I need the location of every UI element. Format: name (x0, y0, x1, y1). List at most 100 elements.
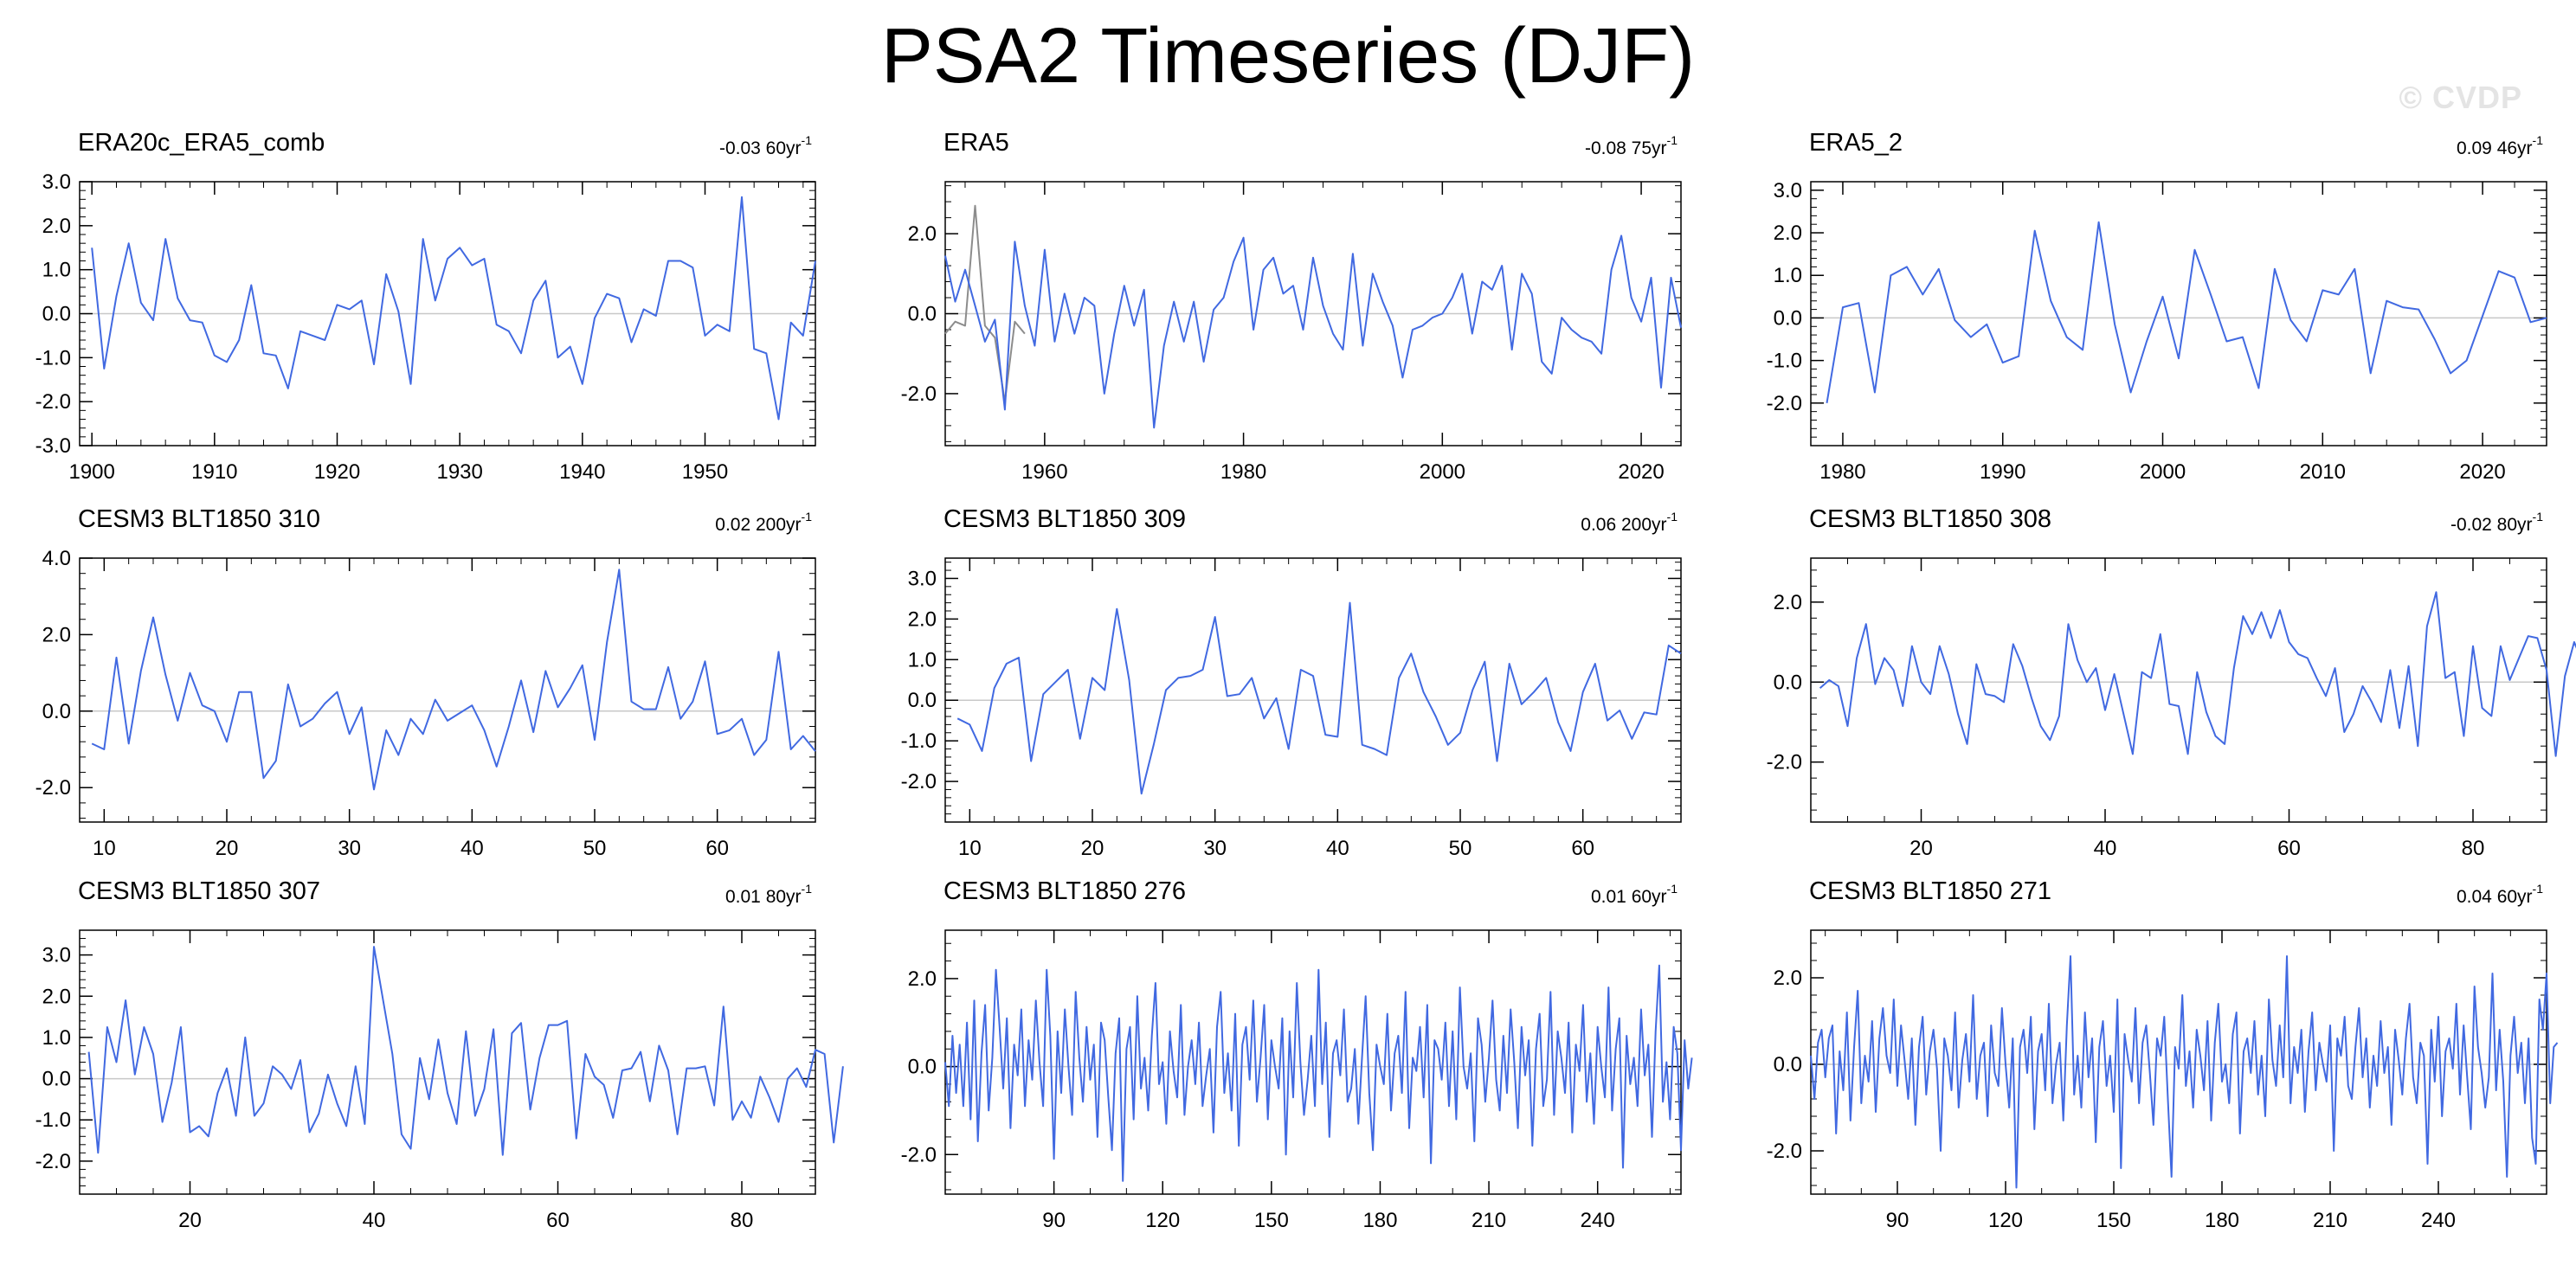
series-line (944, 234, 1682, 429)
trend-label: -0.08 75yr-1 (1585, 133, 1678, 159)
chart-panel-era20c-era5-comb: ERA20c_ERA5_comb -0.03 60yr-1 -3.0 -2.0 -1… (0, 125, 831, 524)
y-tick-label: 0.0 (42, 1068, 71, 1091)
x-tick-label: 210 (1472, 1209, 1506, 1232)
y-tick-label: 2.0 (1774, 591, 1802, 614)
plot-frame (79, 929, 816, 1195)
series-line (91, 569, 816, 791)
x-tick-label: 60 (1571, 837, 1594, 860)
x-tick-label: 120 (1988, 1209, 2023, 1232)
x-tick-label: 1980 (1220, 460, 1266, 484)
series-line (944, 964, 1693, 1182)
y-tick-label: -2.0 (1767, 392, 1802, 415)
x-tick-label: 240 (2421, 1209, 2456, 1232)
y-tick-label: 0.0 (1774, 306, 1802, 330)
y-tick-label: 2.0 (42, 623, 71, 646)
trend-label: 0.04 60yr-1 (2457, 882, 2543, 908)
x-tick-label: 1900 (68, 460, 114, 484)
timeseries-plot: -2.0 0.0 2.0 20 40 60 80 (1767, 557, 2576, 860)
y-tick-label: 1.0 (1774, 264, 1802, 287)
y-tick-label: 0.0 (42, 700, 71, 723)
x-tick-label: 10 (93, 837, 116, 860)
x-tick-label: 2020 (2459, 460, 2505, 484)
y-tick-label: 0.0 (1774, 671, 1802, 694)
x-tick-label: 1920 (314, 460, 360, 484)
chart-panel-cesm3-309: CESM3 BLT1850 309 0.06 200yr-1 -2.0 -1.0 0… (866, 502, 1697, 900)
x-tick-label: 150 (1254, 1209, 1289, 1232)
x-tick-label: 1930 (436, 460, 482, 484)
y-tick-label: -1.0 (35, 346, 71, 369)
y-tick-label: -2.0 (901, 382, 937, 406)
x-tick-label: 210 (2313, 1209, 2347, 1232)
x-tick-label: 50 (583, 837, 607, 860)
y-tick-label: 3.0 (42, 170, 71, 194)
x-tick-label: 1950 (682, 460, 728, 484)
x-tick-label: 50 (1449, 837, 1472, 860)
panel-title: CESM3 BLT1850 309 (943, 505, 1186, 533)
trend-value: -0.03 60yr (718, 138, 802, 158)
y-tick-label: 2.0 (908, 967, 937, 991)
y-tick-label: 2.0 (42, 985, 71, 1008)
x-tick-label: 2000 (2140, 460, 2186, 484)
trend-exponent: -1 (2532, 882, 2543, 896)
y-tick-label: -1.0 (901, 729, 937, 753)
plot-frame (1810, 181, 2547, 446)
y-tick-label: -2.0 (35, 1150, 71, 1173)
x-tick-label: 150 (2096, 1209, 2131, 1232)
trend-label: 0.01 60yr-1 (1591, 882, 1678, 908)
y-tick-label: -1.0 (35, 1108, 71, 1132)
trend-exponent: -1 (2532, 133, 2543, 147)
y-tick-label: 3.0 (1774, 179, 1802, 202)
panel-title: CESM3 BLT1850 307 (78, 877, 320, 905)
x-tick-label: 40 (1326, 837, 1349, 860)
x-tick-label: 1960 (1021, 460, 1067, 484)
series-line (1819, 591, 2576, 757)
x-tick-label: 10 (958, 837, 982, 860)
y-tick-label: -1.0 (1767, 350, 1802, 373)
x-tick-label: 1910 (191, 460, 237, 484)
trend-exponent: -1 (801, 882, 812, 896)
y-tick-label: 4.0 (42, 547, 71, 570)
y-tick-label: 1.0 (42, 259, 71, 282)
chart-panel-cesm3-308: CESM3 BLT1850 308 -0.02 80yr-1 -2.0 0.0 2.… (1731, 502, 2576, 900)
x-tick-label: 30 (338, 837, 361, 860)
y-tick-label: 3.0 (42, 944, 71, 967)
chart-panel-cesm3-307: CESM3 BLT1850 307 0.01 80yr-1 -2.0 -1.0 0.… (0, 874, 844, 1272)
trend-value: -0.02 80yr (2450, 515, 2533, 535)
x-tick-label: 2000 (1420, 460, 1465, 484)
trend-exponent: -1 (1666, 510, 1678, 524)
x-tick-label: 180 (2205, 1209, 2239, 1232)
y-tick-label: -2.0 (1767, 1140, 1802, 1163)
y-tick-label: 1.0 (908, 648, 937, 671)
y-tick-label: 2.0 (1774, 222, 1802, 245)
trend-label: 0.06 200yr-1 (1581, 510, 1678, 536)
trend-label: 0.01 80yr-1 (725, 882, 812, 908)
timeseries-plot: -3.0 -2.0 -1.0 0.0 1.0 2.0 3.0 1900 1910 1920 1930… (35, 170, 816, 484)
panel-title: CESM3 BLT1850 308 (1809, 505, 2051, 533)
x-tick-label: 1980 (1819, 460, 1865, 484)
panel-title: ERA5 (943, 129, 1009, 157)
y-tick-label: -2.0 (35, 390, 71, 414)
x-tick-label: 40 (363, 1209, 386, 1232)
y-tick-label: 0.0 (42, 303, 71, 326)
timeseries-plot: -2.0 0.0 2.0 1960 1980 2000 2020 (901, 181, 1682, 484)
y-tick-label: 2.0 (908, 607, 937, 631)
y-tick-label: 2.0 (42, 215, 71, 238)
timeseries-plot: -2.0 -1.0 0.0 1.0 2.0 3.0 20 40 60 80 (35, 929, 844, 1232)
timeseries-plot: -2.0 0.0 2.0 4.0 10 20 30 40 50 60 (35, 547, 816, 860)
x-tick-label: 2010 (2300, 460, 2346, 484)
y-tick-label: 0.0 (1774, 1053, 1802, 1076)
x-tick-label: 40 (460, 837, 484, 860)
x-tick-label: 20 (178, 1209, 202, 1232)
y-tick-label: -2.0 (35, 776, 71, 800)
x-tick-label: 30 (1203, 837, 1227, 860)
trend-exponent: -1 (1666, 133, 1678, 147)
plot-frame (79, 557, 816, 823)
x-tick-label: 60 (2277, 837, 2301, 860)
x-tick-label: 180 (1362, 1209, 1397, 1232)
series-line (87, 946, 844, 1156)
chart-panel-cesm3-271: CESM3 BLT1850 271 0.04 60yr-1 -2.0 0.0 2.0… (1731, 874, 2562, 1272)
trend-value: 0.02 200yr (715, 515, 802, 535)
x-tick-label: 20 (1909, 837, 1933, 860)
trend-exponent: -1 (1666, 882, 1678, 896)
trend-value: 0.06 200yr (1581, 515, 1667, 535)
